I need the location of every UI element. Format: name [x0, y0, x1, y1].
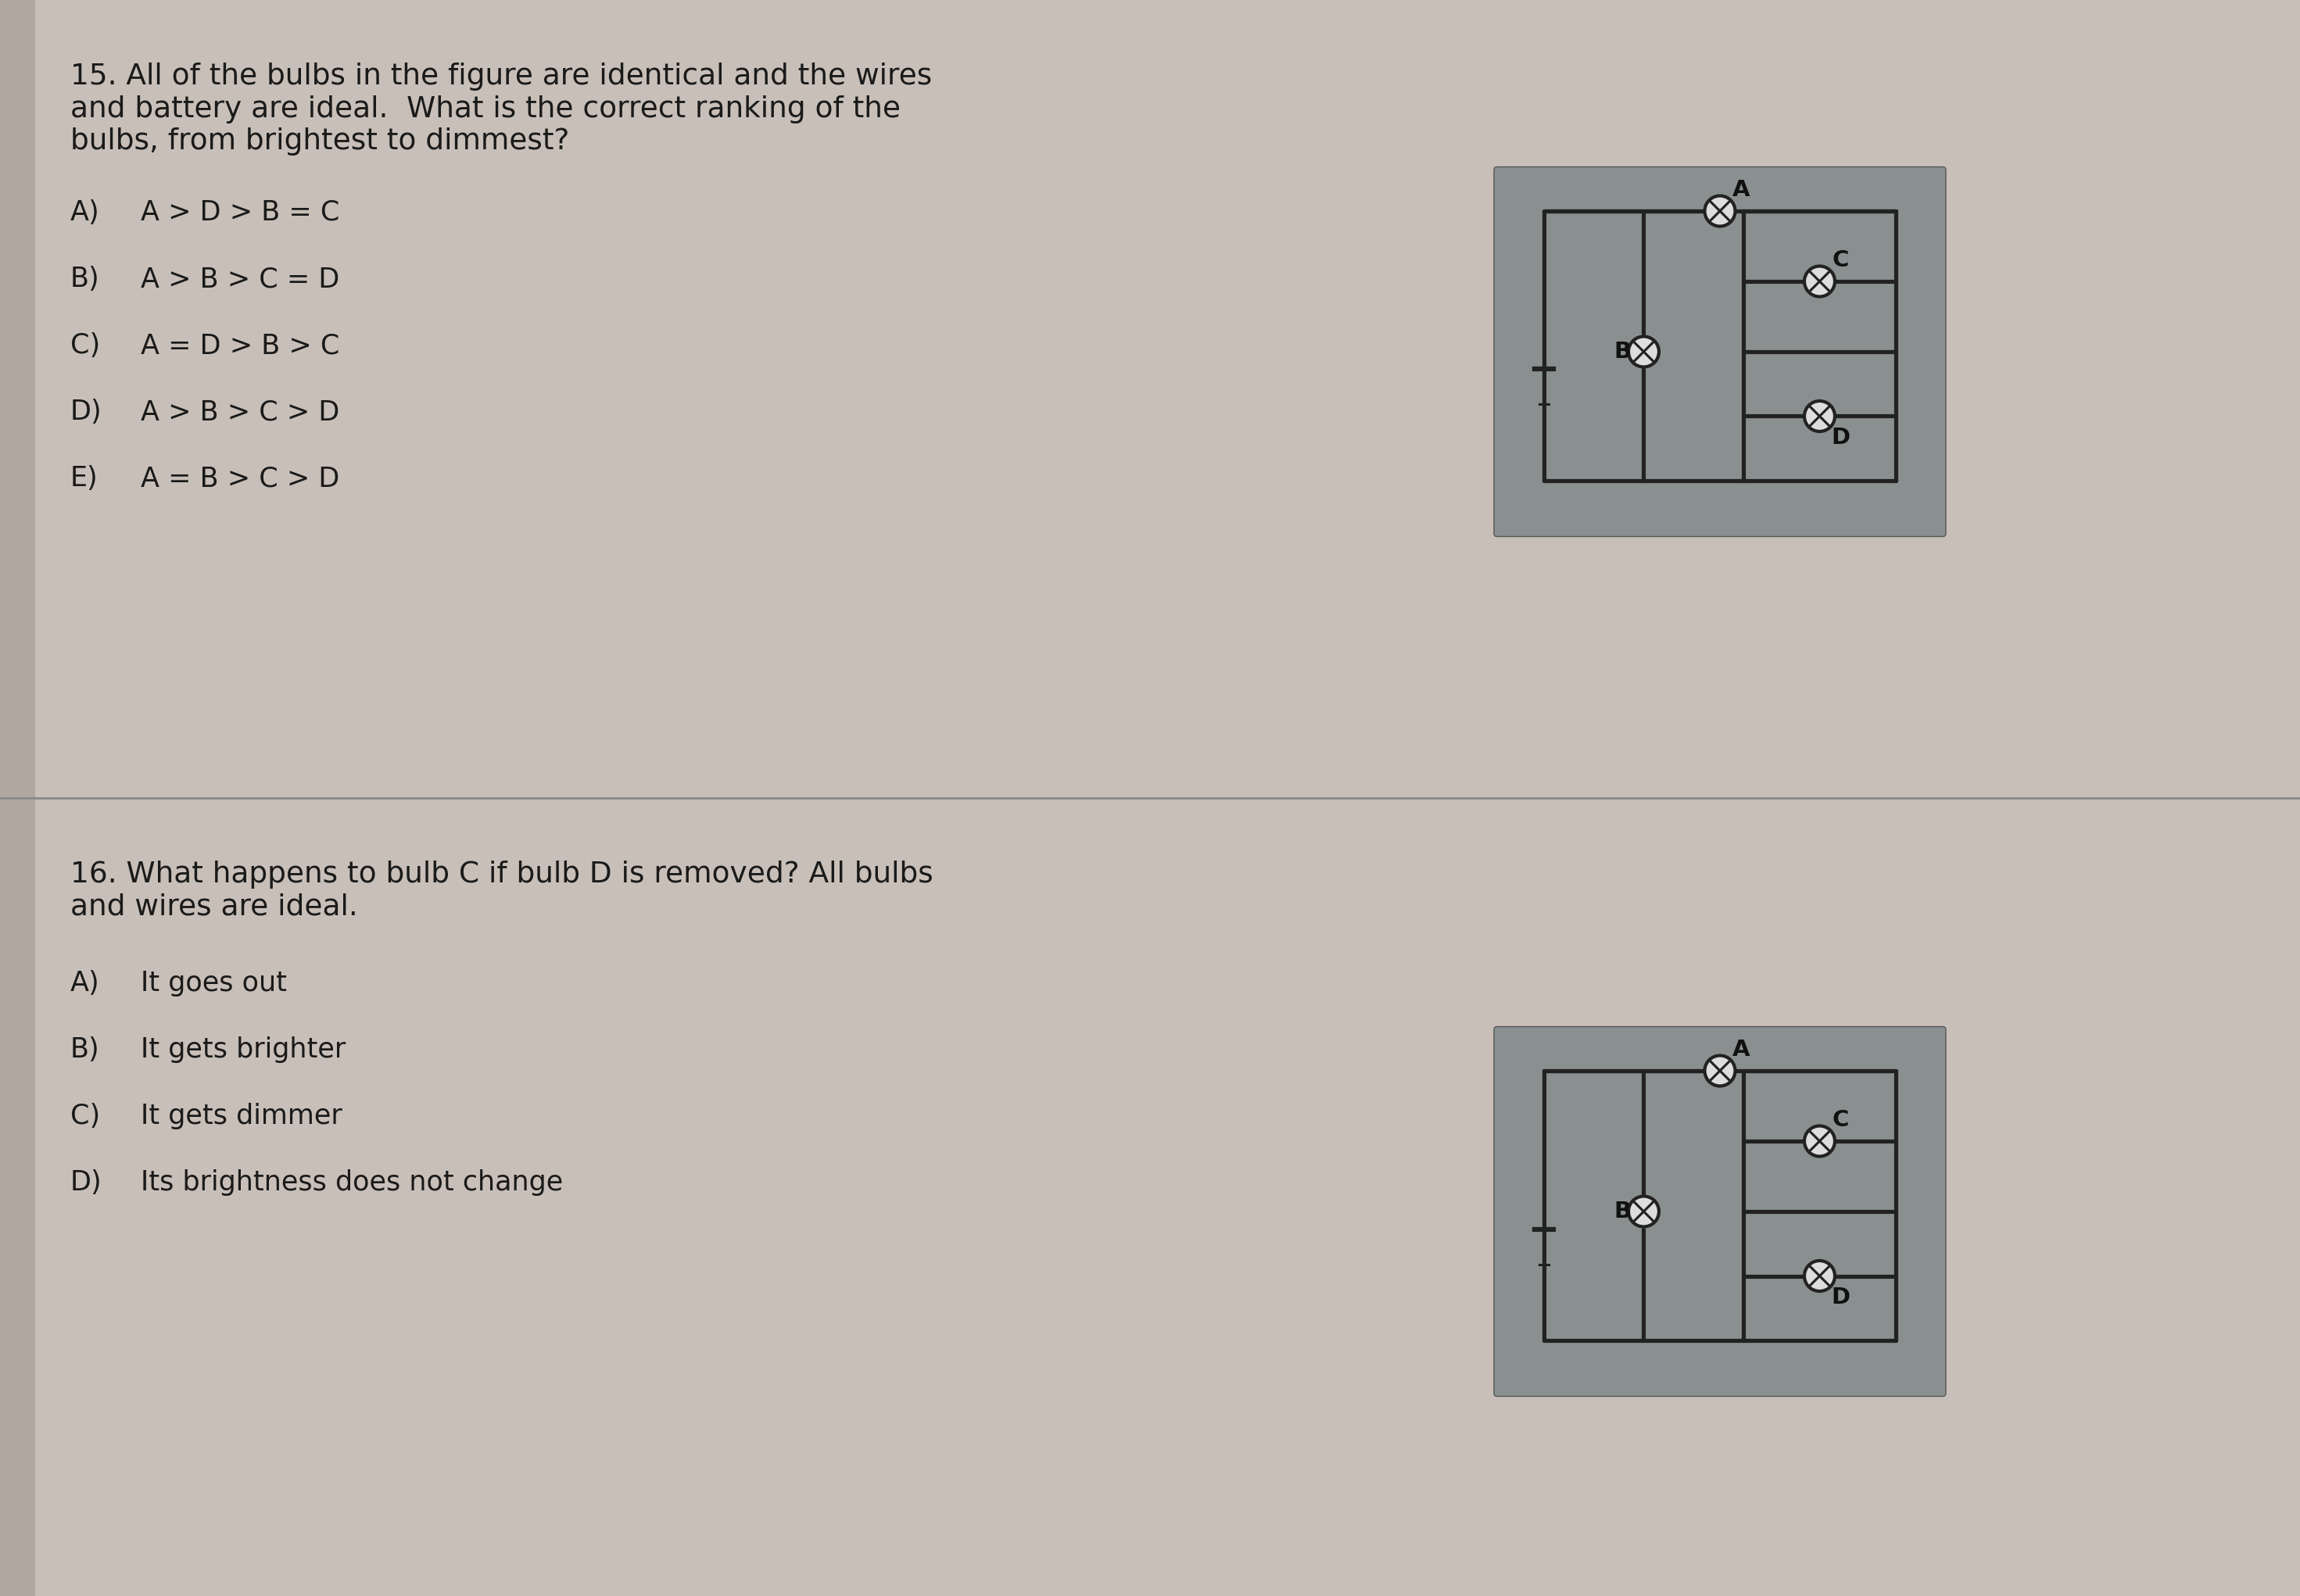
Text: B: B: [1615, 342, 1631, 362]
Text: C): C): [71, 332, 101, 359]
Text: A: A: [1732, 1039, 1750, 1061]
Text: A: A: [1732, 179, 1750, 201]
FancyBboxPatch shape: [1495, 168, 1946, 536]
Text: A > B > C > D: A > B > C > D: [140, 399, 340, 425]
Text: It gets dimmer: It gets dimmer: [140, 1103, 343, 1130]
Circle shape: [1628, 1197, 1658, 1227]
Text: It goes out: It goes out: [140, 970, 288, 996]
Circle shape: [1806, 1261, 1835, 1291]
Text: D: D: [1831, 426, 1849, 448]
Text: A = B > C > D: A = B > C > D: [140, 464, 340, 492]
Text: D): D): [71, 1170, 101, 1195]
Text: 16. What happens to bulb C if bulb D is removed? All bulbs
and wires are ideal.: 16. What happens to bulb C if bulb D is …: [71, 860, 934, 921]
Text: D): D): [71, 399, 101, 425]
Text: A > D > B = C: A > D > B = C: [140, 200, 340, 227]
Text: B): B): [71, 267, 99, 292]
Text: C): C): [71, 1103, 101, 1130]
Circle shape: [1704, 196, 1734, 227]
Text: Its brightness does not change: Its brightness does not change: [140, 1170, 564, 1195]
Text: C: C: [1833, 249, 1849, 271]
Text: E): E): [71, 464, 99, 492]
Text: C: C: [1833, 1109, 1849, 1132]
Text: It gets brighter: It gets brighter: [140, 1036, 345, 1063]
Text: B): B): [71, 1036, 99, 1063]
Text: B: B: [1615, 1200, 1631, 1223]
Circle shape: [1628, 337, 1658, 367]
Bar: [0, 0, 34, 1596]
FancyBboxPatch shape: [1495, 1026, 1946, 1396]
Text: A): A): [71, 970, 99, 996]
Text: D: D: [1831, 1286, 1849, 1309]
Circle shape: [1806, 1125, 1835, 1157]
Circle shape: [1806, 267, 1835, 297]
Circle shape: [1806, 401, 1835, 431]
Text: 15. All of the bulbs in the figure are identical and the wires
and battery are i: 15. All of the bulbs in the figure are i…: [71, 62, 932, 156]
Text: A): A): [71, 200, 99, 227]
Circle shape: [1704, 1055, 1734, 1085]
Text: A > B > C = D: A > B > C = D: [140, 267, 340, 292]
Text: A = D > B > C: A = D > B > C: [140, 332, 340, 359]
